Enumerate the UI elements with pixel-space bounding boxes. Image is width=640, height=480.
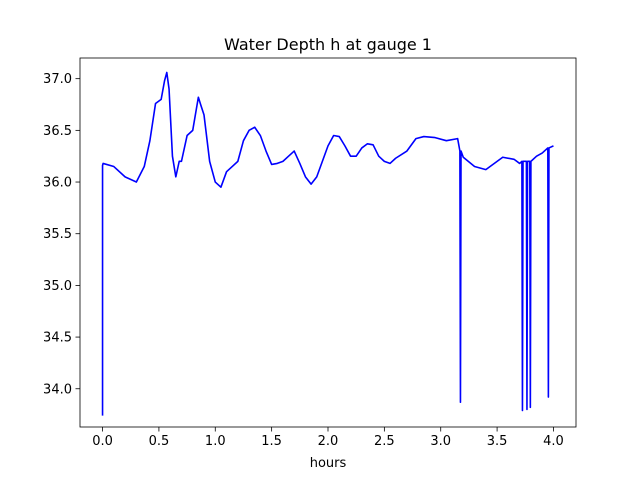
x-tick-label: 0.5 bbox=[149, 434, 170, 449]
x-axis: 0.0 0.5 1.0 1.5 2.0 2.5 3.0 3.5 4.0 bbox=[92, 427, 564, 449]
series-line bbox=[101, 71, 554, 416]
x-tick-label: 1.0 bbox=[205, 434, 226, 449]
y-tick-label: 36.0 bbox=[43, 176, 72, 191]
y-tick-label: 37.0 bbox=[43, 72, 72, 87]
y-tick-label: 34.5 bbox=[43, 331, 72, 346]
x-tick-label: 3.5 bbox=[487, 434, 508, 449]
y-axis: 34.0 34.5 35.0 35.5 36.0 36.5 37.0 bbox=[43, 72, 80, 397]
x-tick-label: 3.0 bbox=[430, 434, 451, 449]
x-tick-label: 4.0 bbox=[543, 434, 564, 449]
x-tick-label: 2.5 bbox=[374, 434, 395, 449]
x-tick-label: 1.5 bbox=[261, 434, 282, 449]
x-tick-label: 0.0 bbox=[92, 434, 113, 449]
x-tick-label: 2.0 bbox=[318, 434, 339, 449]
y-tick-label: 35.0 bbox=[43, 279, 72, 294]
y-tick-label: 36.5 bbox=[43, 124, 72, 139]
y-tick-label: 34.0 bbox=[43, 382, 72, 397]
x-axis-label: hours bbox=[310, 456, 347, 471]
y-tick-label: 35.5 bbox=[43, 227, 72, 242]
chart-title: Water Depth h at gauge 1 bbox=[224, 35, 432, 54]
